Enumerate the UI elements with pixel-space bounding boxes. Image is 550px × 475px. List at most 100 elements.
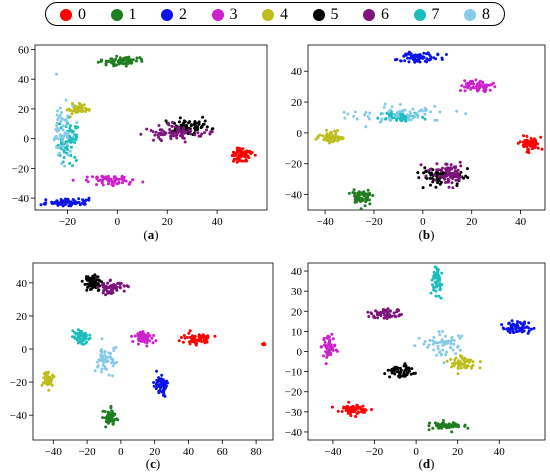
x-tick-label: 40 [212,216,224,228]
point-class-8 [445,350,448,354]
x-tick-label: −20 [59,216,77,228]
point-class-3 [460,84,464,88]
point-class-4 [478,360,482,364]
point-class-3 [100,181,104,185]
scatter-points [314,50,544,211]
point-class-0 [262,341,266,345]
legend-marker [464,9,476,21]
point-class-2 [152,381,156,384]
point-class-4 [466,364,470,368]
legend-label: 7 [431,6,440,23]
point-class-0 [526,148,530,151]
point-class-5 [182,119,186,123]
point-class-8 [56,137,60,141]
x-tick-label: 0 [413,446,419,458]
point-class-1 [135,56,139,60]
point-class-6 [163,132,167,136]
point-class-5 [185,123,189,127]
point-class-6 [159,131,163,135]
y-tick-label: −20 [10,377,28,389]
point-class-1 [359,207,363,211]
point-class-4 [71,109,75,113]
point-class-8 [448,346,452,350]
scatter-points [40,273,267,429]
point-class-8 [416,113,420,117]
point-class-8 [458,336,462,340]
point-class-0 [183,336,187,340]
point-class-6 [174,134,178,138]
point-class-8 [411,116,415,120]
point-class-6 [390,314,394,318]
point-class-6 [380,310,384,314]
point-class-6 [102,282,106,286]
point-class-4 [75,105,79,109]
point-class-0 [357,410,360,414]
point-class-6 [424,174,428,178]
caption-letter: b [423,227,430,242]
point-class-6 [447,185,451,189]
point-class-8 [66,153,70,157]
point-class-8 [62,134,66,138]
point-class-0 [241,147,245,151]
point-class-2 [425,52,428,56]
point-class-6 [182,136,186,140]
point-class-0 [188,329,192,333]
point-class-3 [97,179,100,183]
point-class-2 [71,201,75,205]
x-tick-label: −40 [324,446,342,458]
point-class-6 [457,178,461,182]
point-class-6 [173,125,177,129]
legend-label: 5 [330,6,339,23]
point-class-1 [109,57,113,61]
point-class-1 [104,425,108,429]
point-class-8 [100,348,104,352]
point-class-6 [454,178,458,182]
point-class-8 [382,105,386,109]
point-class-1 [124,64,128,68]
point-class-5 [423,166,427,170]
point-class-0 [349,406,353,409]
point-class-8 [417,109,421,113]
point-class-3 [476,87,480,91]
legend: 0 1 2 3 4 5 6 7 8 [45,2,505,26]
point-class-4 [87,108,91,112]
point-class-5 [439,180,443,184]
point-class-5 [388,375,392,379]
point-class-6 [392,311,396,315]
point-class-1 [428,421,431,425]
point-class-1 [108,411,111,415]
point-class-2 [165,380,168,384]
point-class-3 [145,344,149,348]
point-class-8 [449,340,453,343]
point-class-3 [488,83,491,87]
point-class-8 [436,344,440,348]
point-class-6 [160,139,163,143]
panel-caption: (d) [419,456,435,471]
point-class-3 [478,79,482,83]
point-class-5 [201,115,205,119]
point-class-3 [154,339,158,343]
point-class-4 [332,136,336,140]
legend-marker [110,9,123,21]
point-class-2 [416,58,420,62]
point-class-8 [450,335,454,339]
point-class-8 [102,358,106,361]
point-class-3 [327,335,331,339]
point-class-8 [54,136,58,140]
point-class-1 [371,194,375,197]
point-class-5 [178,116,182,120]
point-class-7 [429,291,433,295]
point-class-0 [355,406,359,410]
point-class-1 [103,410,107,413]
point-class-1 [104,62,108,65]
point-class-0 [190,340,194,343]
point-class-4 [46,381,50,385]
point-class-1 [355,200,359,204]
point-class-1 [129,59,133,63]
x-tick-label: 80 [251,446,263,458]
point-class-5 [85,282,89,286]
point-class-0 [363,408,367,412]
point-class-5 [455,182,459,186]
point-class-8 [55,72,58,76]
point-class-8 [364,125,368,129]
